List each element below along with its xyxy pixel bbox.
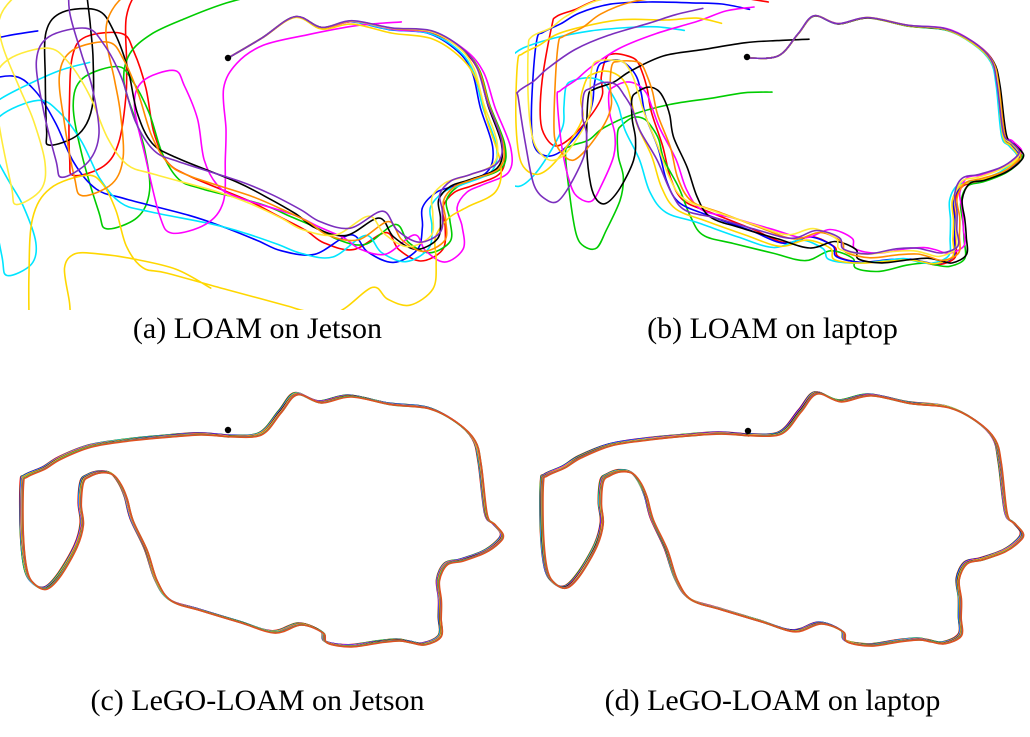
trajectory-run-10 xyxy=(516,7,1021,255)
trajectory-run-10 xyxy=(35,0,504,244)
panel-loam-jetson: (a) LOAM on Jetson xyxy=(0,0,515,368)
trajectory-run-9 xyxy=(0,0,499,248)
trajectory-run-2 xyxy=(539,391,1022,645)
trajectory-plot-lego-loam-laptop xyxy=(539,391,1025,647)
start-point-marker xyxy=(744,427,752,435)
trajectory-run-5 xyxy=(133,16,513,263)
trajectory-run-7 xyxy=(43,0,504,251)
trajectory-run-12 xyxy=(22,393,505,648)
panel-lego-loam-laptop: (d) LeGO-LOAM on laptop xyxy=(515,368,1030,736)
trajectory-run-1 xyxy=(18,391,502,646)
caption-loam-jetson: (a) LOAM on Jetson xyxy=(132,312,383,345)
trajectory-plot-loam-laptop xyxy=(515,0,1025,273)
trajectory-run-2 xyxy=(19,392,502,646)
panel-loam-laptop: (b) LOAM on laptop xyxy=(515,0,1030,368)
start-point-marker xyxy=(743,53,751,61)
trajectory-run-1 xyxy=(539,391,1022,645)
caption-lego-loam-laptop: (d) LeGO-LOAM on laptop xyxy=(604,684,941,717)
caption-loam-laptop: (b) LOAM on laptop xyxy=(647,312,898,345)
trajectory-run-12 xyxy=(542,393,1025,647)
panel-lego-loam-jetson: (c) LeGO-LOAM on Jetson xyxy=(0,368,515,736)
caption-lego-loam-jetson: (c) LeGO-LOAM on Jetson xyxy=(90,684,425,717)
trajectory-plot-lego-loam-jetson xyxy=(18,391,505,648)
trajectory-run-7 xyxy=(585,15,1025,264)
trajectory-run-6 xyxy=(515,15,1020,265)
start-point-marker xyxy=(224,426,232,434)
start-point-marker xyxy=(224,54,232,62)
trajectory-run-6 xyxy=(27,16,503,310)
trajectory-run-8 xyxy=(553,0,1022,262)
trajectory-plot-loam-jetson xyxy=(0,0,513,310)
trajectory-run-3 xyxy=(0,16,494,264)
trajectory-run-4 xyxy=(515,14,1018,265)
